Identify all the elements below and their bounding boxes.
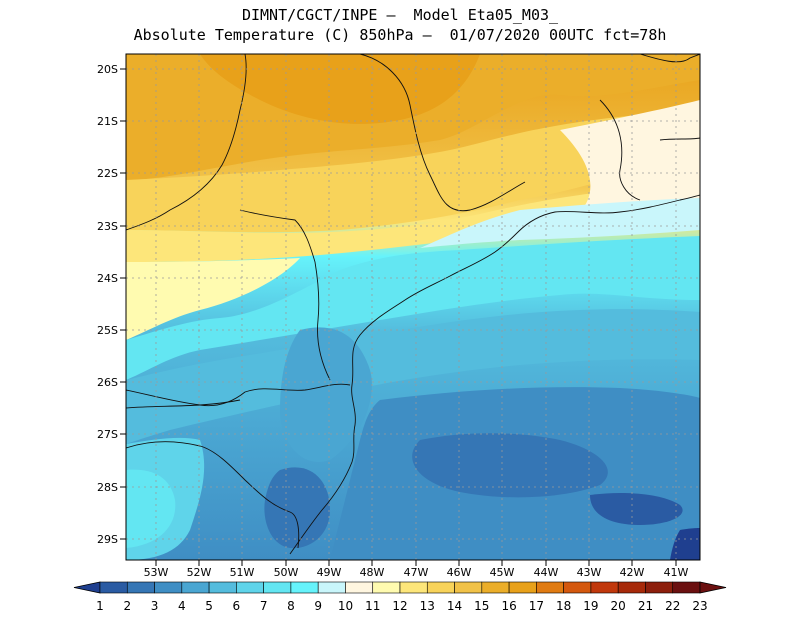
colorbar-segment bbox=[345, 581, 374, 594]
colorbar-label: 11 bbox=[365, 599, 380, 613]
colorbar-label: 14 bbox=[447, 599, 462, 613]
lon-label: 53W bbox=[144, 566, 169, 579]
colorbar-segment bbox=[263, 581, 292, 594]
colorbar-arrow-low bbox=[73, 581, 101, 594]
colorbar-segment bbox=[426, 581, 455, 594]
lon-label: 47W bbox=[404, 566, 429, 579]
graticule bbox=[126, 54, 700, 560]
colorbar-segment bbox=[672, 581, 701, 594]
colorbar-segment bbox=[317, 581, 346, 594]
colorbar-segment bbox=[508, 581, 537, 594]
colorbar-label: 19 bbox=[583, 599, 598, 613]
lon-label: 46W bbox=[447, 566, 472, 579]
colorbar-segment bbox=[181, 581, 210, 594]
lat-label: 26S bbox=[97, 376, 118, 389]
colorbar-label: 3 bbox=[151, 599, 159, 613]
colorbar-label: 8 bbox=[287, 599, 295, 613]
colorbar-label: 1 bbox=[96, 599, 104, 613]
lon-label: 52W bbox=[187, 566, 212, 579]
colorbar-label: 18 bbox=[556, 599, 571, 613]
colorbar-segment bbox=[126, 581, 155, 594]
colorbar-segment bbox=[154, 581, 183, 594]
colorbar-label: 17 bbox=[529, 599, 544, 613]
lat-label: 20S bbox=[97, 63, 118, 76]
colorbar-segment bbox=[290, 581, 319, 594]
lon-label: 50W bbox=[274, 566, 299, 579]
colorbar-segment bbox=[454, 581, 483, 594]
lon-label: 49W bbox=[317, 566, 342, 579]
temperature-field bbox=[126, 54, 700, 560]
longitude-labels: 53W 52W 51W 50W 49W 48W 47W 46W 45W 44W … bbox=[144, 566, 689, 579]
colorbar-label: 16 bbox=[501, 599, 516, 613]
lon-label: 42W bbox=[620, 566, 645, 579]
map-frame bbox=[125, 53, 701, 561]
colorbar-label: 5 bbox=[205, 599, 213, 613]
colorbar-label: 7 bbox=[260, 599, 268, 613]
lon-label: 45W bbox=[490, 566, 515, 579]
colorbar-label: 22 bbox=[665, 599, 680, 613]
colorbar-segment bbox=[208, 581, 237, 594]
colorbar-segment bbox=[590, 581, 619, 594]
colorbar-label: 10 bbox=[338, 599, 353, 613]
title-line-1: DIMNT/CGCT/INPE – Model Eta05_M03_ bbox=[241, 6, 559, 24]
lon-label: 48W bbox=[360, 566, 385, 579]
colorbar: 1 2 3 4 5 6 7 8 9 10 11 12 13 14 15 16 17 18 19 20 21 22 23 bbox=[73, 581, 727, 613]
latitude-labels: 20S 21S 22S 23S 24S 25S 26S 27S 28S 29S bbox=[97, 63, 118, 546]
colorbar-label: 21 bbox=[638, 599, 653, 613]
colorbar-segment bbox=[536, 581, 564, 594]
lat-label: 28S bbox=[97, 481, 118, 494]
colorbar-label: 15 bbox=[474, 599, 489, 613]
lat-label: 23S bbox=[97, 220, 118, 233]
lat-label: 21S bbox=[97, 115, 118, 128]
colorbar-segment bbox=[617, 581, 646, 594]
lat-label: 24S bbox=[97, 272, 118, 285]
colorbar-segment bbox=[481, 581, 510, 594]
colorbar-label: 23 bbox=[692, 599, 707, 613]
colorbar-label: 12 bbox=[392, 599, 407, 613]
colorbar-segment bbox=[236, 581, 264, 594]
colorbar-label: 9 bbox=[314, 599, 322, 613]
colorbar-arrow-high bbox=[699, 581, 727, 594]
lon-label: 43W bbox=[577, 566, 602, 579]
colorbar-label: 4 bbox=[178, 599, 186, 613]
lon-label: 51W bbox=[230, 566, 255, 579]
colorbar-label: 2 bbox=[123, 599, 131, 613]
colorbar-segment bbox=[372, 581, 401, 594]
colorbar-segment bbox=[563, 581, 592, 594]
lat-label: 29S bbox=[97, 533, 118, 546]
lon-label: 41W bbox=[664, 566, 689, 579]
colorbar-label: 6 bbox=[233, 599, 241, 613]
lon-label: 44W bbox=[534, 566, 559, 579]
colorbar-segment bbox=[399, 581, 428, 594]
colorbar-label: 20 bbox=[611, 599, 626, 613]
lat-label: 22S bbox=[97, 167, 118, 180]
lat-label: 25S bbox=[97, 324, 118, 337]
title-line-2: Absolute Temperature (C) 850hPa – 01/07/… bbox=[133, 26, 667, 44]
colorbar-label: 13 bbox=[420, 599, 435, 613]
axis-ticks bbox=[120, 68, 677, 566]
colorbar-segment bbox=[645, 581, 674, 594]
boundaries bbox=[126, 54, 700, 555]
lat-label: 27S bbox=[97, 428, 118, 441]
colorbar-segment bbox=[99, 581, 128, 594]
